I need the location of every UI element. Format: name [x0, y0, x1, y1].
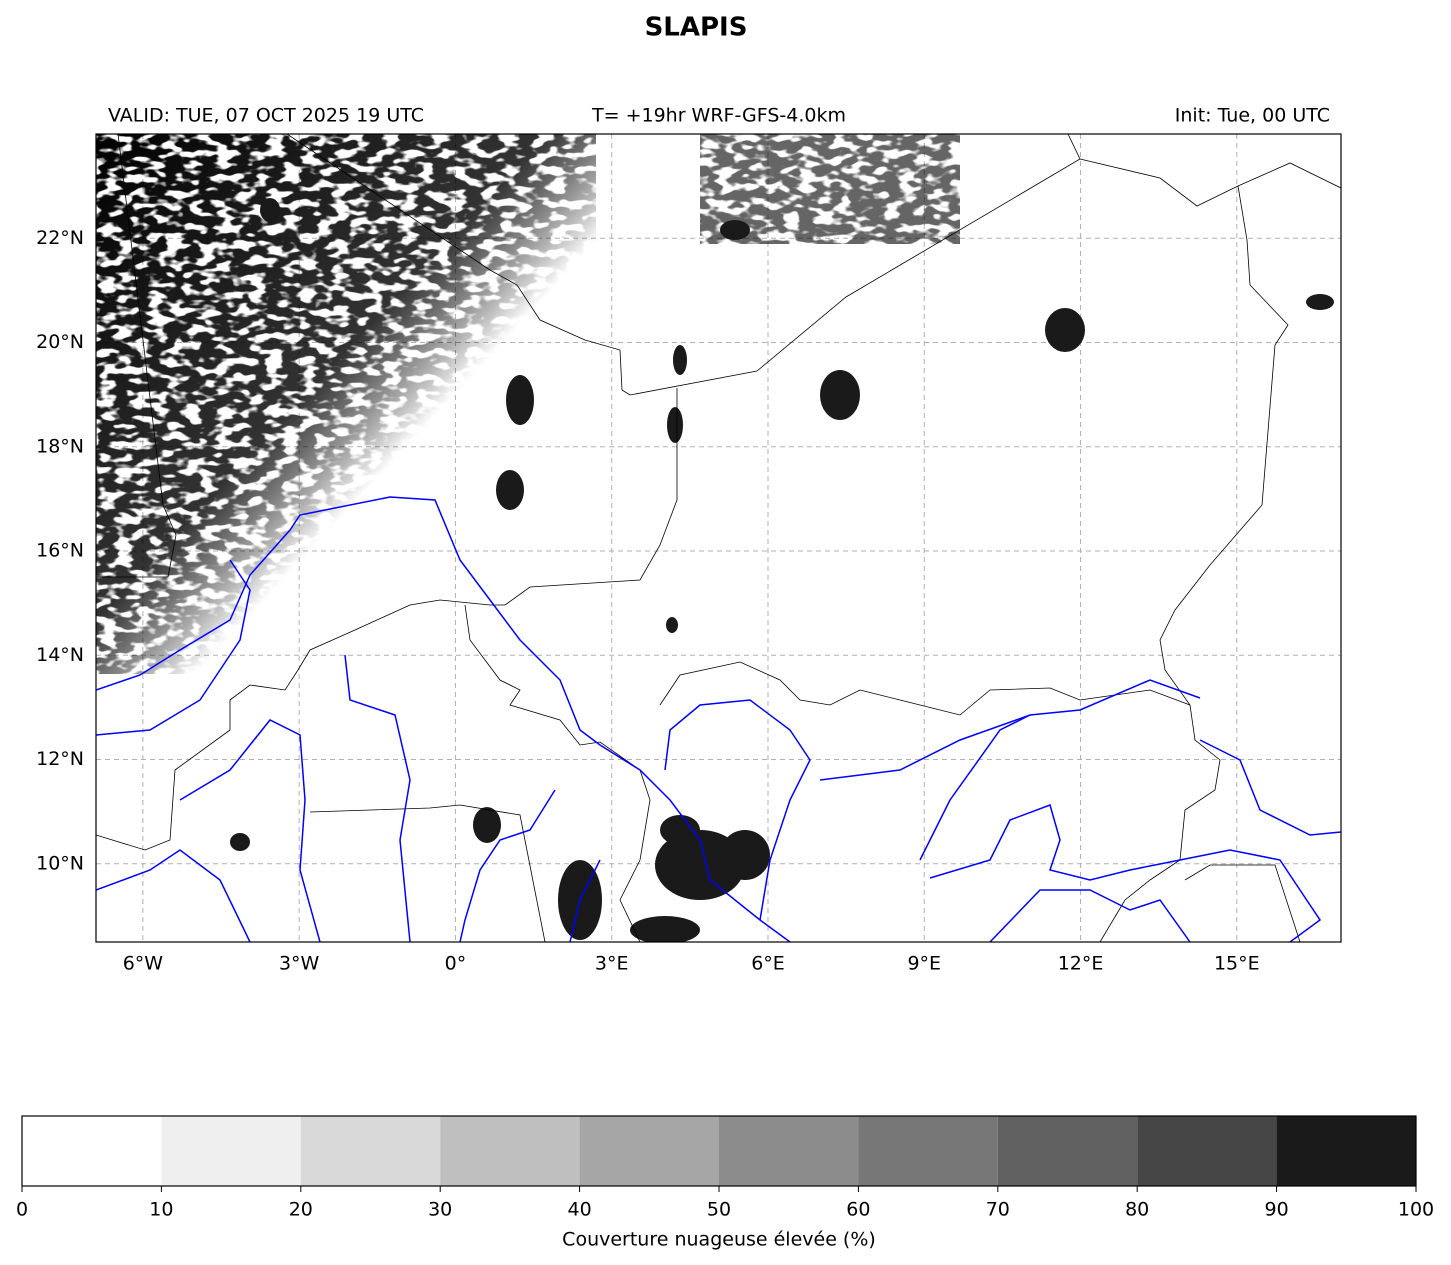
x-tick-label: 3°W — [279, 953, 320, 975]
y-tick-label: 20°N — [36, 331, 84, 353]
x-tick-label: 12°E — [1058, 953, 1104, 975]
colorbar-segment — [719, 1116, 859, 1186]
colorbar-segment — [858, 1116, 998, 1186]
x-tick-label: 0° — [445, 953, 467, 975]
colorbar-tick-label: 40 — [568, 1199, 592, 1221]
rivers — [96, 496, 1341, 942]
x-tick-label: 3°E — [595, 953, 629, 975]
colorbar-frame — [21, 1115, 1417, 1187]
y-tick-label: 14°N — [36, 644, 84, 666]
map-frame — [95, 133, 1342, 943]
y-tick-label: 18°N — [36, 435, 84, 457]
colorbar-segment — [440, 1116, 580, 1186]
x-tick-label: 15°E — [1214, 953, 1260, 975]
model-info: T= +19hr WRF-GFS-4.0km — [591, 105, 846, 127]
cloud-field — [96, 134, 1341, 942]
y-tick-label: 16°N — [36, 540, 84, 562]
colorbar-label: Couverture nuageuse élevée (%) — [562, 1229, 876, 1251]
y-tick-label: 10°N — [36, 852, 84, 874]
colorbar-tick-label: 50 — [707, 1199, 731, 1221]
title: SLAPIS — [645, 13, 748, 43]
colorbar: 0 10 20 30 40 50 60 70 80 90 100 — [16, 1116, 1434, 1221]
colorbar-tick-label: 20 — [289, 1199, 313, 1221]
colorbar-tick-label: 100 — [1398, 1199, 1434, 1221]
colorbar-tick-label: 60 — [846, 1199, 870, 1221]
colorbar-segment — [300, 1116, 441, 1186]
colorbar-tick-label: 10 — [149, 1199, 173, 1221]
colorbar-segment — [579, 1116, 719, 1186]
init-time: Init: Tue, 00 UTC — [1175, 105, 1330, 127]
valid-time: VALID: TUE, 07 OCT 2025 19 UTC — [108, 105, 424, 127]
colorbar-tick-label: 90 — [1265, 1199, 1289, 1221]
colorbar-segment — [161, 1116, 301, 1186]
colorbar-segment — [1276, 1116, 1416, 1186]
x-tick-label: 6°E — [751, 953, 785, 975]
x-tick-label: 6°W — [123, 953, 164, 975]
colorbar-segment — [22, 1116, 162, 1186]
colorbar-tick-label: 30 — [428, 1199, 452, 1221]
colorbar-tick-label: 80 — [1125, 1199, 1149, 1221]
y-tick-label: 22°N — [36, 227, 84, 249]
x-tick-label: 9°E — [907, 953, 941, 975]
colorbar-tick-label: 0 — [16, 1199, 28, 1221]
colorbar-segment — [1137, 1116, 1277, 1186]
colorbar-segment — [997, 1116, 1138, 1186]
colorbar-tick-label: 70 — [986, 1199, 1010, 1221]
y-tick-label: 12°N — [36, 748, 84, 770]
